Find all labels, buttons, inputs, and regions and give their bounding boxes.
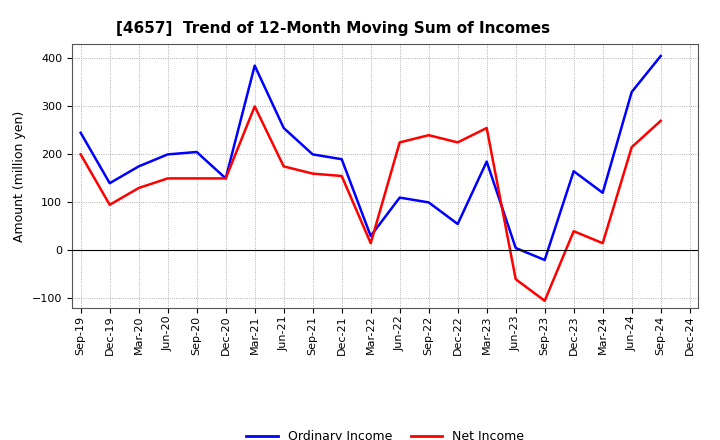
Ordinary Income <box>424 200 433 205</box>
Text: [4657]  Trend of 12-Month Moving Sum of Incomes: [4657] Trend of 12-Month Moving Sum of I… <box>116 21 550 36</box>
Net Income <box>308 171 317 176</box>
Net Income <box>105 202 114 207</box>
Net Income <box>570 228 578 234</box>
Legend: Ordinary Income, Net Income: Ordinary Income, Net Income <box>241 425 529 440</box>
Ordinary Income <box>482 159 491 164</box>
Ordinary Income <box>627 89 636 95</box>
Net Income <box>395 140 404 145</box>
Net Income <box>424 132 433 138</box>
Net Income <box>135 185 143 191</box>
Net Income <box>76 152 85 157</box>
Ordinary Income <box>221 176 230 181</box>
Ordinary Income <box>192 149 201 154</box>
Ordinary Income <box>279 125 288 131</box>
Net Income <box>192 176 201 181</box>
Ordinary Income <box>251 63 259 68</box>
Net Income <box>511 277 520 282</box>
Net Income <box>366 241 375 246</box>
Ordinary Income <box>395 195 404 200</box>
Net Income <box>221 176 230 181</box>
Ordinary Income <box>657 53 665 59</box>
Net Income <box>482 125 491 131</box>
Ordinary Income <box>76 130 85 136</box>
Y-axis label: Amount (million yen): Amount (million yen) <box>14 110 27 242</box>
Net Income <box>163 176 172 181</box>
Ordinary Income <box>338 157 346 162</box>
Ordinary Income <box>135 164 143 169</box>
Net Income <box>338 173 346 179</box>
Ordinary Income <box>454 221 462 227</box>
Ordinary Income <box>366 233 375 238</box>
Net Income <box>251 104 259 109</box>
Ordinary Income <box>598 190 607 195</box>
Net Income <box>279 164 288 169</box>
Net Income <box>657 118 665 124</box>
Net Income <box>598 241 607 246</box>
Line: Ordinary Income: Ordinary Income <box>81 56 661 260</box>
Ordinary Income <box>163 152 172 157</box>
Ordinary Income <box>541 257 549 263</box>
Ordinary Income <box>308 152 317 157</box>
Ordinary Income <box>570 169 578 174</box>
Line: Net Income: Net Income <box>81 106 661 301</box>
Net Income <box>627 145 636 150</box>
Ordinary Income <box>105 180 114 186</box>
Net Income <box>541 298 549 304</box>
Net Income <box>454 140 462 145</box>
Ordinary Income <box>511 246 520 251</box>
